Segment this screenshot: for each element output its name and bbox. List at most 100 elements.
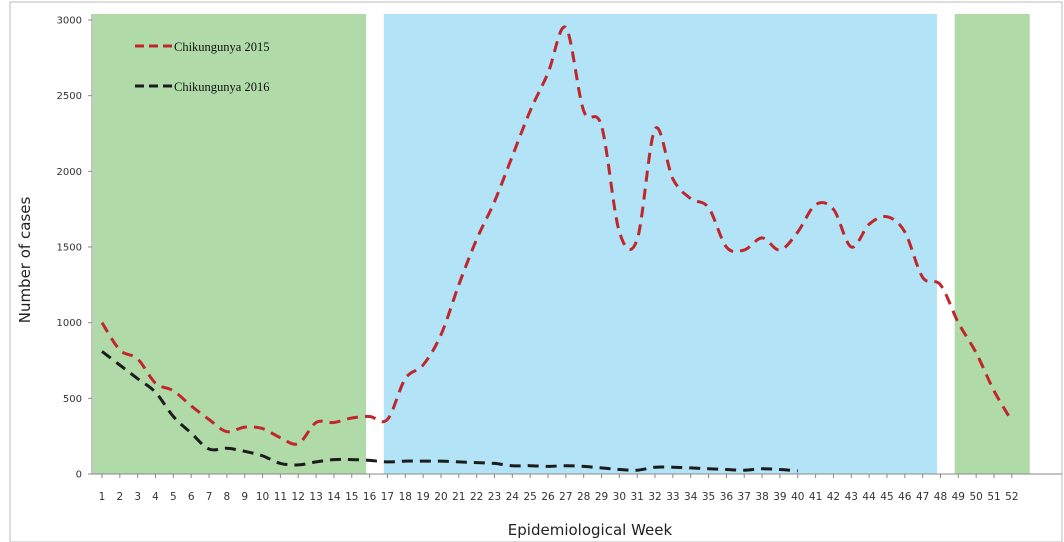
- x-tick-label: 26: [541, 491, 555, 503]
- x-tick-label: 13: [309, 491, 322, 503]
- data-point: [332, 458, 335, 461]
- data-point: [582, 465, 585, 468]
- data-point: [493, 462, 496, 465]
- x-tick-label: 30: [613, 491, 626, 503]
- data-point: [778, 248, 781, 251]
- x-tick-label: 38: [755, 491, 768, 503]
- data-point: [439, 460, 442, 463]
- data-point: [885, 215, 888, 218]
- y-axis-title: Number of cases: [16, 197, 34, 324]
- data-point: [136, 377, 139, 380]
- data-point: [118, 363, 121, 366]
- data-point: [618, 468, 621, 471]
- data-point: [261, 454, 264, 457]
- x-tick-label: 37: [738, 491, 751, 503]
- data-point: [368, 459, 371, 462]
- data-point: [243, 450, 246, 453]
- x-tick-label: 19: [416, 491, 429, 503]
- x-tick-label: 10: [256, 491, 269, 503]
- x-tick-label: 36: [720, 491, 734, 503]
- data-point: [903, 230, 906, 233]
- x-tick-label: 52: [1005, 491, 1018, 503]
- data-point: [243, 425, 246, 428]
- x-tick-label: 43: [845, 491, 858, 503]
- x-tick-label: 28: [577, 491, 590, 503]
- data-point: [386, 460, 389, 463]
- data-point: [457, 283, 460, 286]
- data-point: [279, 436, 282, 439]
- x-tick-label: 29: [595, 491, 608, 503]
- x-tick-label: 21: [452, 491, 465, 503]
- x-tick-label: 44: [862, 491, 876, 503]
- x-tick-label: 51: [987, 491, 1000, 503]
- data-point: [350, 416, 353, 419]
- x-tick-label: 11: [274, 491, 287, 503]
- data-point: [475, 461, 478, 464]
- data-point: [439, 333, 442, 336]
- x-tick-label: 34: [684, 491, 698, 503]
- legend-label-2016: Chikungunya 2016: [174, 80, 269, 94]
- x-tick-label: 17: [381, 491, 394, 503]
- y-tick-label: 1000: [57, 318, 82, 329]
- y-tick-label: 500: [63, 394, 82, 405]
- y-tick-label: 3000: [57, 16, 82, 27]
- data-point: [689, 466, 692, 469]
- data-point: [279, 462, 282, 465]
- data-point: [636, 238, 639, 241]
- data-point: [707, 467, 710, 470]
- data-point: [457, 460, 460, 463]
- data-point: [743, 469, 746, 472]
- data-point: [422, 363, 425, 366]
- data-point: [582, 109, 585, 112]
- shaded-region-3: [954, 14, 1030, 474]
- data-point: [992, 389, 995, 392]
- data-point: [868, 223, 871, 226]
- x-tick-label: 15: [345, 491, 358, 503]
- series-line-2: [101, 350, 798, 473]
- data-point: [190, 404, 193, 407]
- x-tick-label: 16: [363, 491, 377, 503]
- x-tick-label: 7: [206, 491, 213, 503]
- data-point: [225, 430, 228, 433]
- x-tick-label: 6: [188, 491, 195, 503]
- data-point: [636, 469, 639, 472]
- legend: Chikungunya 2015 Chikungunya 2016: [135, 40, 269, 94]
- data-point: [332, 421, 335, 424]
- x-tick-label: 42: [827, 491, 840, 503]
- data-point: [725, 245, 728, 248]
- y-tick-label: 2000: [57, 167, 82, 178]
- x-tick-label: 27: [559, 491, 572, 503]
- data-point: [350, 458, 353, 461]
- data-point: [564, 464, 567, 467]
- x-tick-label: 41: [809, 491, 822, 503]
- chart-border: [9, 1, 1063, 542]
- data-point: [778, 468, 781, 471]
- x-tick-label: 2: [116, 491, 123, 503]
- data-point: [422, 460, 425, 463]
- data-point: [760, 236, 763, 239]
- shaded-regions: [93, 14, 1030, 474]
- data-point: [190, 432, 193, 435]
- x-tick-label: 31: [631, 491, 644, 503]
- data-point: [368, 415, 371, 418]
- data-point: [493, 200, 496, 203]
- data-point: [100, 350, 103, 353]
- x-tick-label: 3: [134, 491, 141, 503]
- data-point: [939, 283, 942, 286]
- data-point: [261, 427, 264, 430]
- data-point: [475, 238, 478, 241]
- data-point: [136, 357, 139, 360]
- x-tick-label: 12: [292, 491, 305, 503]
- data-point: [314, 421, 317, 424]
- data-point: [850, 245, 853, 248]
- data-point: [814, 203, 817, 206]
- data-point: [207, 447, 210, 450]
- x-tick-label: 50: [969, 491, 982, 503]
- data-point: [600, 124, 603, 127]
- data-point: [600, 466, 603, 469]
- x-tick-label: 23: [488, 491, 501, 503]
- x-tick-label: 5: [170, 491, 177, 503]
- y-tick-label: 0: [76, 470, 82, 481]
- x-tick-label: 24: [506, 491, 520, 503]
